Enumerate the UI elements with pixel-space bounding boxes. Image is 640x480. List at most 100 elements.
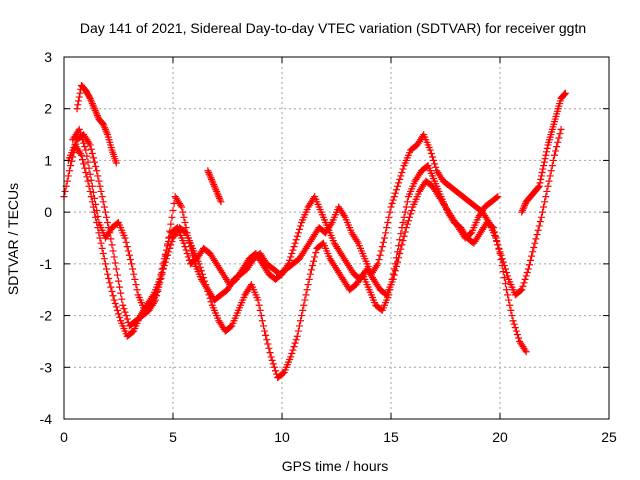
- data-point: [392, 186, 400, 194]
- data-point: [498, 255, 506, 263]
- data-point: [404, 217, 412, 225]
- data-point: [496, 250, 504, 258]
- data-point: [530, 243, 538, 251]
- data-point: [63, 177, 71, 185]
- data-point: [396, 175, 404, 183]
- y-tick-label: 3: [44, 49, 52, 65]
- data-point: [304, 281, 312, 289]
- data-point: [86, 141, 94, 149]
- data-point: [548, 162, 556, 170]
- axis-ticks: 0 5 10 15 20 25 -4 -3 -2 -1 0 1 2 3: [40, 49, 617, 445]
- data-point: [178, 203, 186, 211]
- data-point: [427, 150, 435, 158]
- data-point: [255, 301, 263, 309]
- data-point: [287, 253, 295, 261]
- data-point: [305, 275, 313, 283]
- data-point: [534, 226, 542, 234]
- data-point: [500, 274, 508, 282]
- data-point: [521, 201, 529, 209]
- data-point: [286, 256, 294, 264]
- data-point: [258, 317, 266, 325]
- data-point: [493, 193, 501, 201]
- data-point: [389, 196, 397, 204]
- data-point: [100, 255, 108, 263]
- data-point: [510, 320, 518, 328]
- data-point: [113, 271, 121, 279]
- x-axis-label: GPS time / hours: [282, 458, 389, 474]
- data-point: [109, 247, 117, 255]
- data-point: [208, 175, 216, 183]
- data-point: [535, 183, 543, 191]
- data-point: [389, 275, 397, 283]
- data-point: [64, 172, 72, 180]
- data-point: [493, 237, 501, 245]
- data-point: [528, 252, 536, 260]
- data-point: [94, 172, 102, 180]
- data-point: [123, 315, 131, 323]
- data-point: [537, 175, 545, 183]
- data-point: [216, 194, 224, 202]
- data-point: [532, 235, 540, 243]
- data-point: [117, 289, 125, 297]
- data-point: [79, 156, 87, 164]
- data-point: [515, 334, 523, 342]
- data-point: [267, 353, 275, 361]
- data-point: [87, 145, 95, 153]
- data-point: [111, 300, 119, 308]
- data-point: [394, 258, 402, 266]
- data-point: [408, 206, 416, 214]
- data-point: [129, 265, 137, 273]
- data-point: [520, 203, 528, 211]
- data-point: [91, 158, 99, 166]
- data-point: [507, 306, 515, 314]
- data-point: [80, 139, 88, 147]
- data-point: [521, 346, 529, 354]
- data-point: [492, 232, 500, 240]
- data-point: [75, 97, 83, 105]
- data-point: [169, 206, 177, 214]
- data-point: [208, 177, 216, 185]
- data-point: [99, 198, 107, 206]
- data-point: [88, 150, 96, 158]
- data-point: [531, 239, 539, 247]
- data-point: [489, 224, 497, 232]
- data-point: [214, 191, 222, 199]
- data-point: [373, 262, 381, 270]
- data-point: [160, 255, 168, 263]
- data-point: [287, 353, 295, 361]
- data-point: [387, 203, 395, 211]
- data-point: [295, 225, 303, 233]
- data-point: [504, 291, 512, 299]
- data-point: [542, 193, 550, 201]
- data-point: [541, 198, 549, 206]
- data-point: [213, 189, 221, 197]
- data-point: [80, 160, 88, 168]
- data-point: [290, 243, 298, 251]
- data-point: [157, 270, 165, 278]
- data-point: [125, 251, 133, 259]
- data-point: [124, 247, 132, 255]
- data-point: [397, 245, 405, 253]
- data-point: [100, 122, 108, 130]
- data-point: [110, 253, 118, 261]
- data-point: [197, 267, 205, 275]
- data-point: [154, 286, 162, 294]
- data-point: [203, 284, 211, 292]
- data-point: [263, 336, 271, 344]
- data-point: [102, 127, 110, 135]
- data-point: [120, 305, 128, 313]
- data-point: [103, 129, 111, 137]
- data-point: [180, 213, 188, 221]
- data-point: [181, 218, 189, 226]
- data-point: [292, 336, 300, 344]
- data-point: [533, 231, 541, 239]
- data-points: [60, 81, 569, 382]
- data-point: [106, 279, 114, 287]
- data-point: [210, 181, 218, 189]
- data-point: [547, 167, 555, 175]
- data-point: [555, 134, 563, 142]
- data-point: [76, 150, 84, 158]
- data-point: [179, 208, 187, 216]
- data-point: [543, 144, 551, 152]
- data-point: [390, 193, 398, 201]
